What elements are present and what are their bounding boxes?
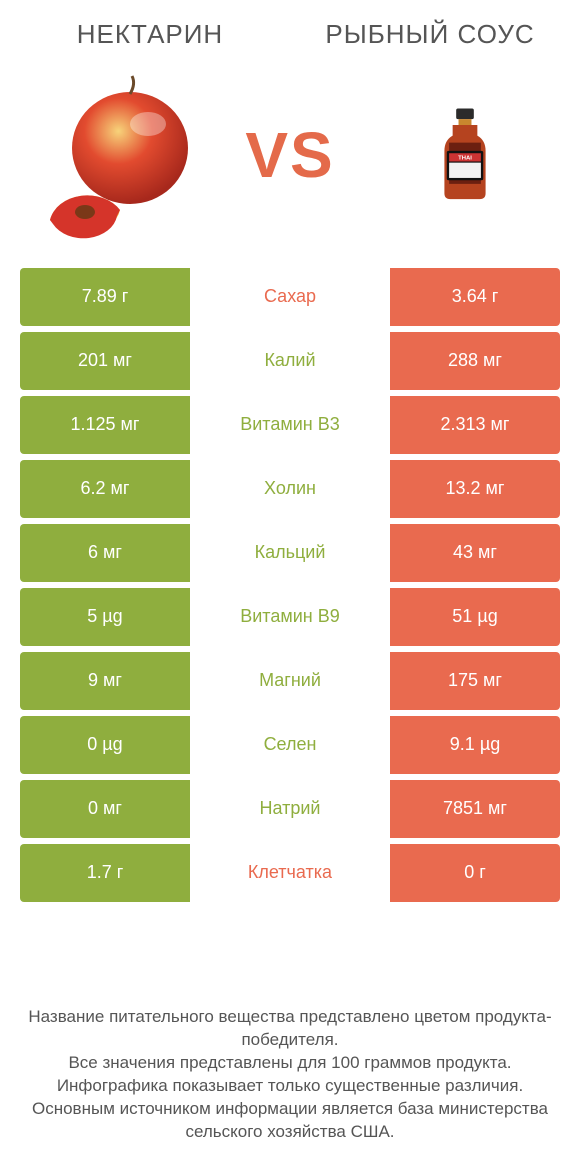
right-value-cell: 7851 мг (390, 780, 560, 838)
left-value-cell: 6 мг (20, 524, 190, 582)
right-value-cell: 175 мг (390, 652, 560, 710)
table-row: 1.125 мгВитамин B32.313 мг (20, 396, 560, 454)
nutrient-label: Холин (190, 460, 390, 518)
nutrient-label: Селен (190, 716, 390, 774)
fish-sauce-bottle-icon: THAI (415, 70, 515, 240)
table-row: 6.2 мгХолин13.2 мг (20, 460, 560, 518)
right-product-title-cell: РЫБНЫЙ СОУС (290, 20, 570, 50)
comparison-infographic: { "colors": { "left_bar": "#8fae3e", "ri… (0, 0, 580, 1174)
left-value-cell: 5 µg (20, 588, 190, 646)
footer-line: Все значения представлены для 100 граммо… (26, 1052, 554, 1075)
nutrient-label: Кальций (190, 524, 390, 582)
table-row: 1.7 гКлетчатка0 г (20, 844, 560, 902)
table-row: 5 µgВитамин B951 µg (20, 588, 560, 646)
right-product-title: РЫБНЫЙ СОУС (325, 20, 534, 50)
right-value-cell: 43 мг (390, 524, 560, 582)
left-value-cell: 9 мг (20, 652, 190, 710)
header-row: НЕКТАРИН РЫБНЫЙ СОУС (0, 0, 580, 60)
footer-line: Основным источником информации является … (26, 1098, 554, 1144)
nutrient-label: Сахар (190, 268, 390, 326)
left-value-cell: 201 мг (20, 332, 190, 390)
svg-text:THAI: THAI (458, 156, 472, 162)
nutrient-label: Натрий (190, 780, 390, 838)
right-value-cell: 2.313 мг (390, 396, 560, 454)
footer-line: Инфографика показывает только существенн… (26, 1075, 554, 1098)
table-row: 0 мгНатрий7851 мг (20, 780, 560, 838)
table-row: 6 мгКальций43 мг (20, 524, 560, 582)
table-row: 201 мгКалий288 мг (20, 332, 560, 390)
nutrient-label: Витамин B9 (190, 588, 390, 646)
left-product-title: НЕКТАРИН (77, 20, 223, 50)
nutrient-label: Калий (190, 332, 390, 390)
left-value-cell: 1.7 г (20, 844, 190, 902)
left-value-cell: 0 мг (20, 780, 190, 838)
vs-label: VS (245, 118, 334, 192)
right-value-cell: 0 г (390, 844, 560, 902)
nutrient-label: Клетчатка (190, 844, 390, 902)
nutrient-label: Витамин B3 (190, 396, 390, 454)
right-product-image: THAI (380, 70, 550, 240)
left-product-title-cell: НЕКТАРИН (10, 20, 290, 50)
right-value-cell: 51 µg (390, 588, 560, 646)
left-value-cell: 6.2 мг (20, 460, 190, 518)
right-value-cell: 288 мг (390, 332, 560, 390)
table-row: 9 мгМагний175 мг (20, 652, 560, 710)
left-value-cell: 7.89 г (20, 268, 190, 326)
left-product-image (30, 70, 200, 240)
right-value-cell: 3.64 г (390, 268, 560, 326)
right-value-cell: 13.2 мг (390, 460, 560, 518)
left-value-cell: 0 µg (20, 716, 190, 774)
nectarine-icon (30, 70, 200, 240)
table-row: 7.89 гСахар3.64 г (20, 268, 560, 326)
images-row: VS THAI (0, 60, 580, 268)
footer-line: Название питательного вещества представл… (26, 1006, 554, 1052)
left-value-cell: 1.125 мг (20, 396, 190, 454)
table-row: 0 µgСелен9.1 µg (20, 716, 560, 774)
nutrient-label: Магний (190, 652, 390, 710)
footer-notes: Название питательного вещества представл… (0, 1006, 580, 1144)
comparison-table: 7.89 гСахар3.64 г 201 мгКалий288 мг 1.125 … (0, 268, 580, 902)
right-value-cell: 9.1 µg (390, 716, 560, 774)
